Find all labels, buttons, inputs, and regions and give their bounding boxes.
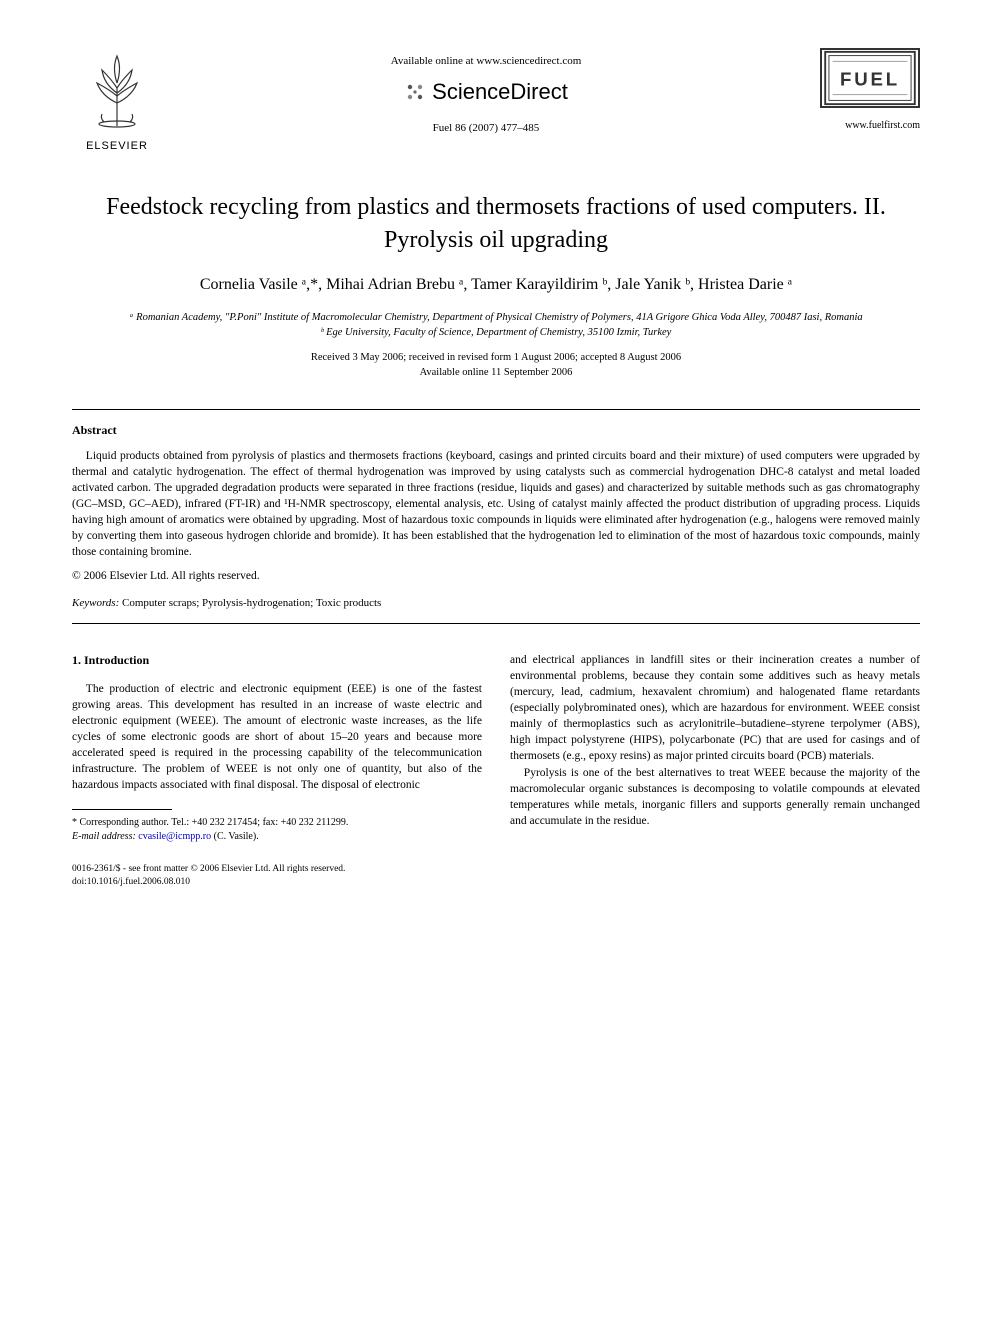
available-online-text: Available online at www.sciencedirect.co…: [162, 54, 810, 69]
elsevier-tree-icon: [82, 48, 152, 128]
sciencedirect-icon: [404, 81, 426, 103]
svg-text:FUEL: FUEL: [840, 68, 900, 89]
elsevier-label: ELSEVIER: [72, 139, 162, 154]
fuel-logo-icon: FUEL: [820, 48, 920, 108]
rule-bottom: [72, 623, 920, 624]
footer-copyright: 0016-2361/$ - see front matter © 2006 El…: [72, 863, 482, 875]
online-date: Available online 11 September 2006: [72, 365, 920, 380]
journal-reference: Fuel 86 (2007) 477–485: [162, 121, 810, 136]
intro-para-3: Pyrolysis is one of the best alternative…: [510, 765, 920, 829]
keywords-line: Keywords: Computer scraps; Pyrolysis-hyd…: [72, 596, 920, 611]
email-author-name: (C. Vasile).: [214, 831, 259, 842]
center-header: Available online at www.sciencedirect.co…: [162, 48, 810, 135]
email-address[interactable]: cvasile@icmpp.ro: [138, 831, 211, 842]
intro-para-2: and electrical appliances in landfill si…: [510, 652, 920, 765]
sciencedirect-brand: ScienceDirect: [404, 77, 568, 107]
footnote-rule: [72, 809, 172, 810]
article-title: Feedstock recycling from plastics and th…: [72, 191, 920, 256]
sciencedirect-text: ScienceDirect: [432, 77, 568, 107]
column-right: and electrical appliances in landfill si…: [510, 652, 920, 888]
affiliations: ᵃ Romanian Academy, "P.Poni" Institute o…: [72, 310, 920, 340]
abstract-heading: Abstract: [72, 422, 920, 438]
column-left: 1. Introduction The production of electr…: [72, 652, 482, 888]
rule-top: [72, 409, 920, 410]
authors-line: Cornelia Vasile ᵃ,*, Mihai Adrian Brebu …: [72, 274, 920, 296]
abstract-copyright: © 2006 Elsevier Ltd. All rights reserved…: [72, 569, 920, 585]
email-line: E-mail address: cvasile@icmpp.ro (C. Vas…: [72, 830, 482, 844]
abstract-body: Liquid products obtained from pyrolysis …: [72, 448, 920, 561]
affiliation-b: ᵇ Ege University, Faculty of Science, De…: [72, 325, 920, 340]
page-header: ELSEVIER Available online at www.science…: [72, 48, 920, 153]
body-columns: 1. Introduction The production of electr…: [72, 652, 920, 888]
journal-logo-box: FUEL www.fuelfirst.com: [810, 48, 920, 132]
keywords-text: Computer scraps; Pyrolysis-hydrogenation…: [122, 597, 381, 609]
affiliation-a: ᵃ Romanian Academy, "P.Poni" Institute o…: [72, 310, 920, 325]
journal-url: www.fuelfirst.com: [810, 119, 920, 133]
article-dates: Received 3 May 2006; received in revised…: [72, 350, 920, 380]
corresponding-footnote: * Corresponding author. Tel.: +40 232 21…: [72, 816, 482, 843]
email-label: E-mail address:: [72, 831, 136, 842]
corresponding-author: * Corresponding author. Tel.: +40 232 21…: [72, 816, 482, 830]
received-date: Received 3 May 2006; received in revised…: [72, 350, 920, 365]
keywords-label: Keywords:: [72, 597, 119, 609]
intro-para-1: The production of electric and electroni…: [72, 681, 482, 794]
elsevier-logo: ELSEVIER: [72, 48, 162, 153]
footer-doi: doi:10.1016/j.fuel.2006.08.010: [72, 876, 482, 888]
section-1-heading: 1. Introduction: [72, 652, 482, 669]
footer-block: 0016-2361/$ - see front matter © 2006 El…: [72, 863, 482, 888]
